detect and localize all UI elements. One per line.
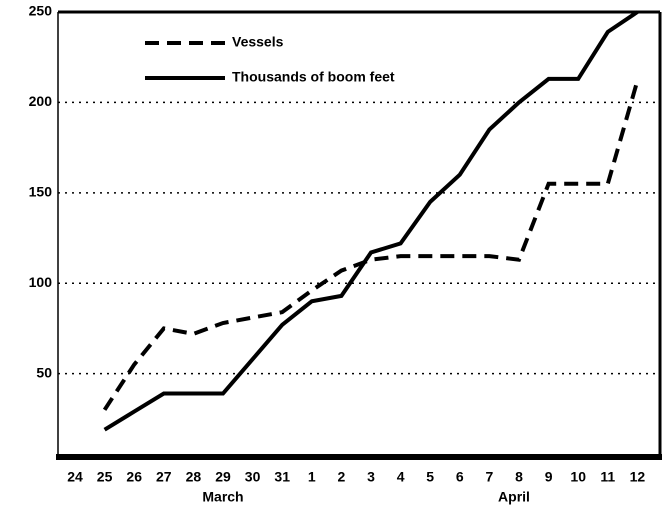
x-tick-label: 6	[456, 469, 464, 485]
month-label: March	[202, 489, 243, 505]
y-tick-label: 200	[29, 93, 53, 109]
x-tick-label: 28	[186, 469, 202, 485]
x-tick-label: 2	[338, 469, 346, 485]
x-tick-label: 27	[156, 469, 172, 485]
x-tick-label: 25	[97, 469, 113, 485]
x-tick-label: 4	[397, 469, 405, 485]
line-series	[103, 10, 639, 432]
y-tick-label: 100	[29, 274, 53, 290]
x-tick-label: 9	[545, 469, 553, 485]
x-tick-label: 31	[274, 469, 290, 485]
x-tick-label: 5	[426, 469, 434, 485]
x-tick-label: 7	[486, 469, 494, 485]
line-series	[102, 80, 640, 411]
x-tick-label: 1	[308, 469, 316, 485]
x-tick-label: 11	[600, 469, 615, 485]
y-tick-label: 150	[29, 184, 53, 200]
x-tick-label: 3	[367, 469, 375, 485]
legend-label: Vessels	[232, 34, 284, 50]
y-tick-label: 250	[29, 3, 53, 19]
x-tick-label: 29	[215, 469, 231, 485]
x-tick-label: 24	[67, 469, 83, 485]
x-tick-label: 8	[515, 469, 523, 485]
x-tick-label: 30	[245, 469, 261, 485]
month-label: April	[498, 489, 530, 505]
legend-label: Thousands of boom feet	[232, 69, 395, 85]
x-tick-label: 10	[570, 469, 586, 485]
x-tick-label: 26	[126, 469, 142, 485]
x-tick-label: 12	[630, 469, 646, 485]
y-tick-label: 50	[36, 364, 52, 380]
